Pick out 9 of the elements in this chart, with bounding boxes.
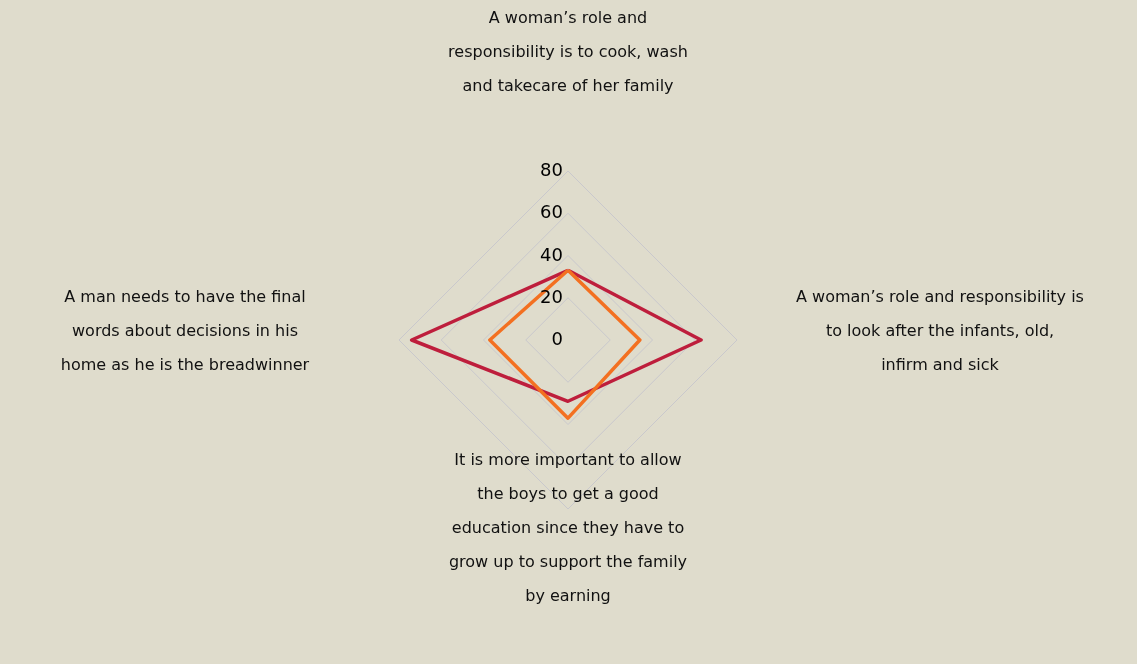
spoke-label: A man needs to have the final words about decisions in his home as he is the breadwinner (60, 287, 310, 374)
y-tick-label: 60 (540, 201, 563, 223)
y-tick-label: 40 (540, 243, 563, 265)
y-tick-label: 0 (551, 328, 563, 349)
spoke-label: It is more important to allow the boys to get a good education since they have to grow up to support the family by earning (448, 450, 688, 605)
y-tick-label: 20 (540, 285, 563, 307)
y-tick-label: 80 (540, 159, 563, 180)
spoke-label: A woman’s role and responsibility is to look after the infants, old, infirm and sick (796, 287, 1084, 374)
spoke-label: A woman’s role and responsibility is to cook, wash and takecare of her family (448, 8, 688, 95)
